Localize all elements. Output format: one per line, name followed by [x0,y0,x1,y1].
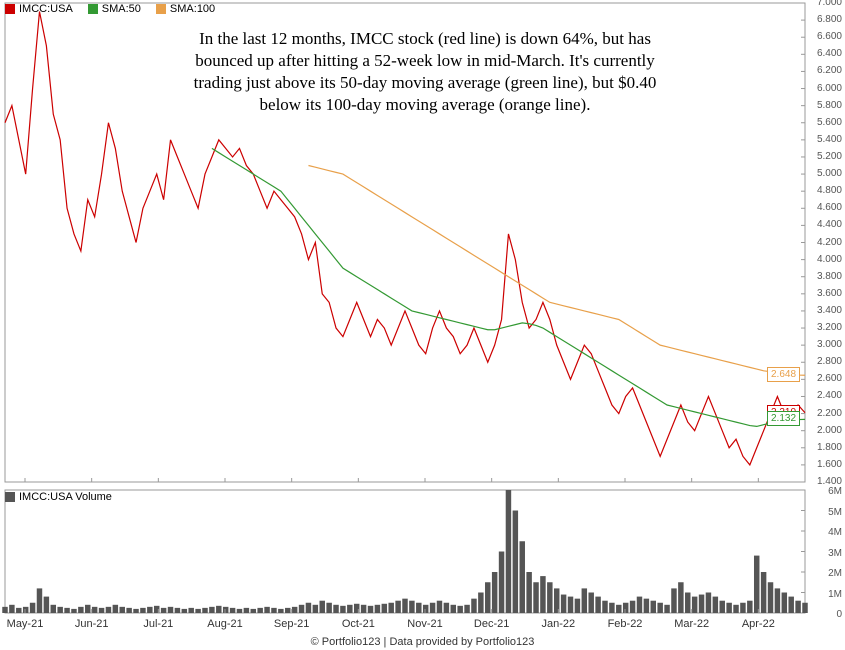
vol-y-tick-label: 2M [828,568,842,579]
y-tick-label: 6.400 [817,48,842,59]
legend-label: SMA:50 [102,3,141,15]
y-tick-label: 2.000 [817,425,842,436]
x-axis: May-21 Jun-21 Jul-21 Aug-21 Sep-21 Oct-21 Nov-… [0,618,845,633]
legend-swatch [88,4,98,14]
x-tick-label: Sep-21 [274,618,309,630]
x-tick-label: Aug-21 [207,618,242,630]
x-tick-label: Nov-21 [407,618,442,630]
volume-legend: IMCC:USA Volume [5,491,112,503]
x-tick-label: Jul-21 [143,618,173,630]
volume-legend-label: IMCC:USA Volume [19,491,112,503]
y-tick-label: 7.000 [817,0,842,8]
annotation-text: In the last 12 months, IMCC stock (red l… [190,28,660,116]
vol-y-tick-label: 4M [828,527,842,538]
x-tick-label: Apr-22 [742,618,775,630]
y-tick-label: 5.800 [817,100,842,111]
y-tick-label: 4.800 [817,185,842,196]
x-tick-label: May-21 [7,618,44,630]
y-tick-label: 4.600 [817,202,842,213]
end-price-label: 2.132 [767,411,800,426]
y-tick-label: 6.800 [817,14,842,25]
y-tick-label: 5.600 [817,117,842,128]
volume-swatch [5,492,15,502]
vol-y-tick-label: 6M [828,486,842,497]
y-tick-label: 5.400 [817,134,842,145]
y-tick-label: 6.200 [817,65,842,76]
y-tick-label: 1.600 [817,459,842,470]
legend-label: IMCC:USA [19,3,73,15]
y-tick-label: 2.600 [817,373,842,384]
x-tick-label: Dec-21 [474,618,509,630]
vol-y-tick-label: 0 [836,609,842,620]
legend-label: SMA:100 [170,3,215,15]
legend-item: SMA:100 [156,3,215,15]
y-tick-label: 2.800 [817,356,842,367]
legend-item: IMCC:USA [5,3,73,15]
price-legend: IMCC:USA SMA:50 SMA:100 [5,3,215,15]
volume-chart [0,488,845,618]
y-tick-label: 3.400 [817,305,842,316]
y-tick-label: 6.000 [817,83,842,94]
vol-y-tick-label: 3M [828,548,842,559]
y-tick-label: 3.200 [817,322,842,333]
vol-y-tick-label: 5M [828,507,842,518]
y-tick-label: 4.200 [817,237,842,248]
y-tick-label: 3.800 [817,271,842,282]
y-tick-label: 5.000 [817,168,842,179]
y-tick-label: 3.000 [817,339,842,350]
x-tick-label: Jun-21 [75,618,109,630]
x-tick-label: Jan-22 [542,618,576,630]
legend-swatch [5,4,15,14]
y-tick-label: 6.600 [817,31,842,42]
y-tick-label: 3.600 [817,288,842,299]
footer-attribution: © Portfolio123 | Data provided by Portfo… [0,636,845,648]
x-tick-label: Feb-22 [608,618,643,630]
x-tick-label: Mar-22 [674,618,709,630]
y-tick-label: 5.200 [817,151,842,162]
legend-swatch [156,4,166,14]
end-price-label: 2.648 [767,367,800,382]
y-tick-label: 4.000 [817,254,842,265]
y-tick-label: 1.800 [817,442,842,453]
vol-y-tick-label: 1M [828,589,842,600]
legend-item: SMA:50 [88,3,141,15]
y-tick-label: 2.200 [817,408,842,419]
y-tick-label: 4.400 [817,219,842,230]
x-tick-label: Oct-21 [342,618,375,630]
y-tick-label: 2.400 [817,390,842,401]
